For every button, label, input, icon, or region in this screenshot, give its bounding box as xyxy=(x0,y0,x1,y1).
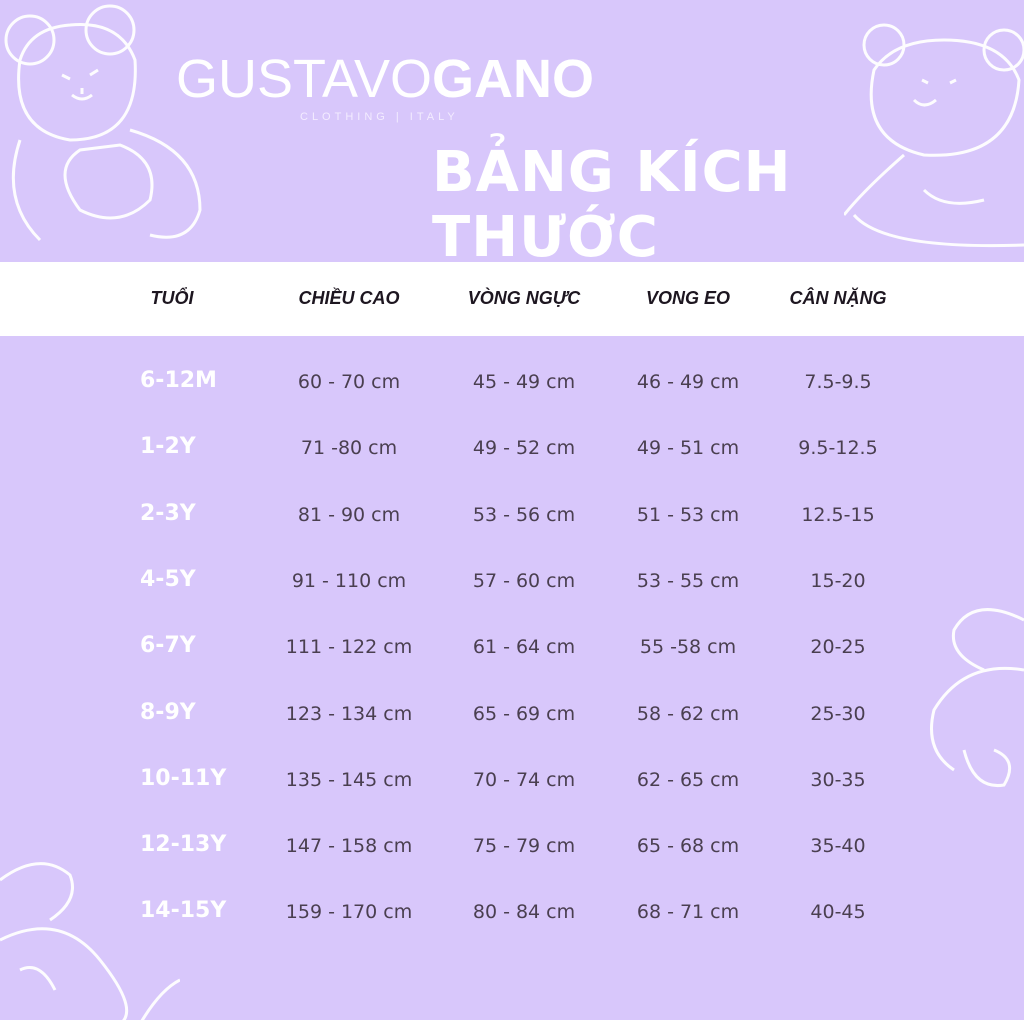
teddy-bear-illustration-bottom-left xyxy=(0,862,180,1024)
cell-waist: 53 - 55 cm xyxy=(636,569,740,592)
bottom-border xyxy=(0,1020,1024,1024)
cell-age: 8-9Y xyxy=(140,699,196,725)
table-row: 14-15Y 159 - 170 cm 80 - 84 cm 68 - 71 cm 40… xyxy=(0,898,1024,928)
cell-age: 10-11Y xyxy=(140,765,227,791)
cell-weight: 12.5-15 xyxy=(801,503,875,526)
cell-weight: 9.5-12.5 xyxy=(798,437,878,460)
cell-chest: 49 - 52 cm xyxy=(472,437,576,460)
cell-age: 1-2Y xyxy=(140,434,196,460)
cell-height: 60 - 70 cm xyxy=(297,371,401,393)
cell-age: 14-15Y xyxy=(140,898,227,924)
brand-logo: GUSTAVOGANO xyxy=(176,52,594,106)
table-row: 10-11Y 135 - 145 cm 70 - 74 cm 62 - 65 cm 30… xyxy=(0,766,1024,796)
cell-weight: 25-30 xyxy=(810,702,866,725)
cell-chest: 65 - 69 cm xyxy=(472,702,576,725)
cell-age: 4-5Y xyxy=(140,566,196,592)
cell-waist: 51 - 53 cm xyxy=(636,503,740,526)
brand-name-light: GUSTAVO xyxy=(176,49,433,109)
brand-tagline: CLOTHING | ITALY xyxy=(300,111,459,123)
cell-age: 6-12M xyxy=(140,368,217,393)
cell-weight: 7.5-9.5 xyxy=(804,371,872,393)
cell-waist: 49 - 51 cm xyxy=(636,437,740,460)
cell-chest: 70 - 74 cm xyxy=(472,768,576,791)
table-row: 8-9Y 123 - 134 cm 65 - 69 cm 58 - 62 cm 25-3… xyxy=(0,700,1024,730)
cell-height: 81 - 90 cm xyxy=(297,503,401,526)
cell-weight: 15-20 xyxy=(810,569,866,592)
table-row: 4-5Y 91 - 110 cm 57 - 60 cm 53 - 55 cm 15-20 xyxy=(0,567,1024,597)
cell-chest: 57 - 60 cm xyxy=(472,569,576,592)
cell-height: 111 - 122 cm xyxy=(285,636,413,659)
header-weight: CÂN NẶNG xyxy=(789,288,887,308)
cell-waist: 68 - 71 cm xyxy=(636,901,740,924)
cell-waist: 58 - 62 cm xyxy=(636,702,740,725)
cell-waist: 62 - 65 cm xyxy=(636,768,740,791)
cell-age: 6-7Y xyxy=(140,633,196,659)
cell-weight: 35-40 xyxy=(810,835,866,858)
cell-height: 71 -80 cm xyxy=(300,437,398,460)
cell-height: 123 - 134 cm xyxy=(285,702,413,725)
header-chest: VÒNG NGỰC xyxy=(467,288,581,308)
cell-height: 135 - 145 cm xyxy=(285,768,413,791)
cell-height: 91 - 110 cm xyxy=(291,569,407,592)
table-row: 12-13Y 147 - 158 cm 75 - 79 cm 65 - 68 cm 35… xyxy=(0,832,1024,862)
header-waist: VONG EO xyxy=(645,288,731,308)
cell-chest: 53 - 56 cm xyxy=(472,503,576,526)
cell-height: 147 - 158 cm xyxy=(285,835,413,858)
table-row: 6-12M 60 - 70 cm 45 - 49 cm 46 - 49 cm 7.5-9… xyxy=(0,368,1024,398)
cell-waist: 46 - 49 cm xyxy=(636,371,740,393)
table-row: 1-2Y 71 -80 cm 49 - 52 cm 49 - 51 cm 9.5-12.… xyxy=(0,434,1024,464)
cell-weight: 20-25 xyxy=(810,636,866,659)
cell-weight: 30-35 xyxy=(810,768,866,791)
teddy-bear-illustration-top-left xyxy=(4,4,202,242)
page-title: BẢNG KÍCH THƯỚC xyxy=(432,140,792,270)
cell-weight: 40-45 xyxy=(810,901,866,924)
cell-chest: 45 - 49 cm xyxy=(472,371,576,393)
cell-waist: 55 -58 cm xyxy=(639,636,737,659)
cell-chest: 61 - 64 cm xyxy=(472,636,576,659)
cell-height: 159 - 170 cm xyxy=(285,901,413,924)
table-row: 2-3Y 81 - 90 cm 53 - 56 cm 51 - 53 cm 12.5-1… xyxy=(0,501,1024,531)
table-row: 6-7Y 111 - 122 cm 61 - 64 cm 55 -58 cm 20-25 xyxy=(0,633,1024,663)
table-header-band xyxy=(0,262,1024,336)
teddy-bear-illustration-right xyxy=(930,608,1024,788)
header-age: TUỔI xyxy=(150,288,194,308)
cell-chest: 75 - 79 cm xyxy=(472,835,576,858)
header-height: CHIỀU CAO xyxy=(298,288,400,308)
brand-name-bold: GANO xyxy=(432,49,595,109)
teddy-bear-illustration-top-right xyxy=(844,23,1024,248)
cell-waist: 65 - 68 cm xyxy=(636,835,740,858)
cell-age: 12-13Y xyxy=(140,832,227,858)
cell-age: 2-3Y xyxy=(140,500,196,526)
cell-chest: 80 - 84 cm xyxy=(472,901,576,924)
